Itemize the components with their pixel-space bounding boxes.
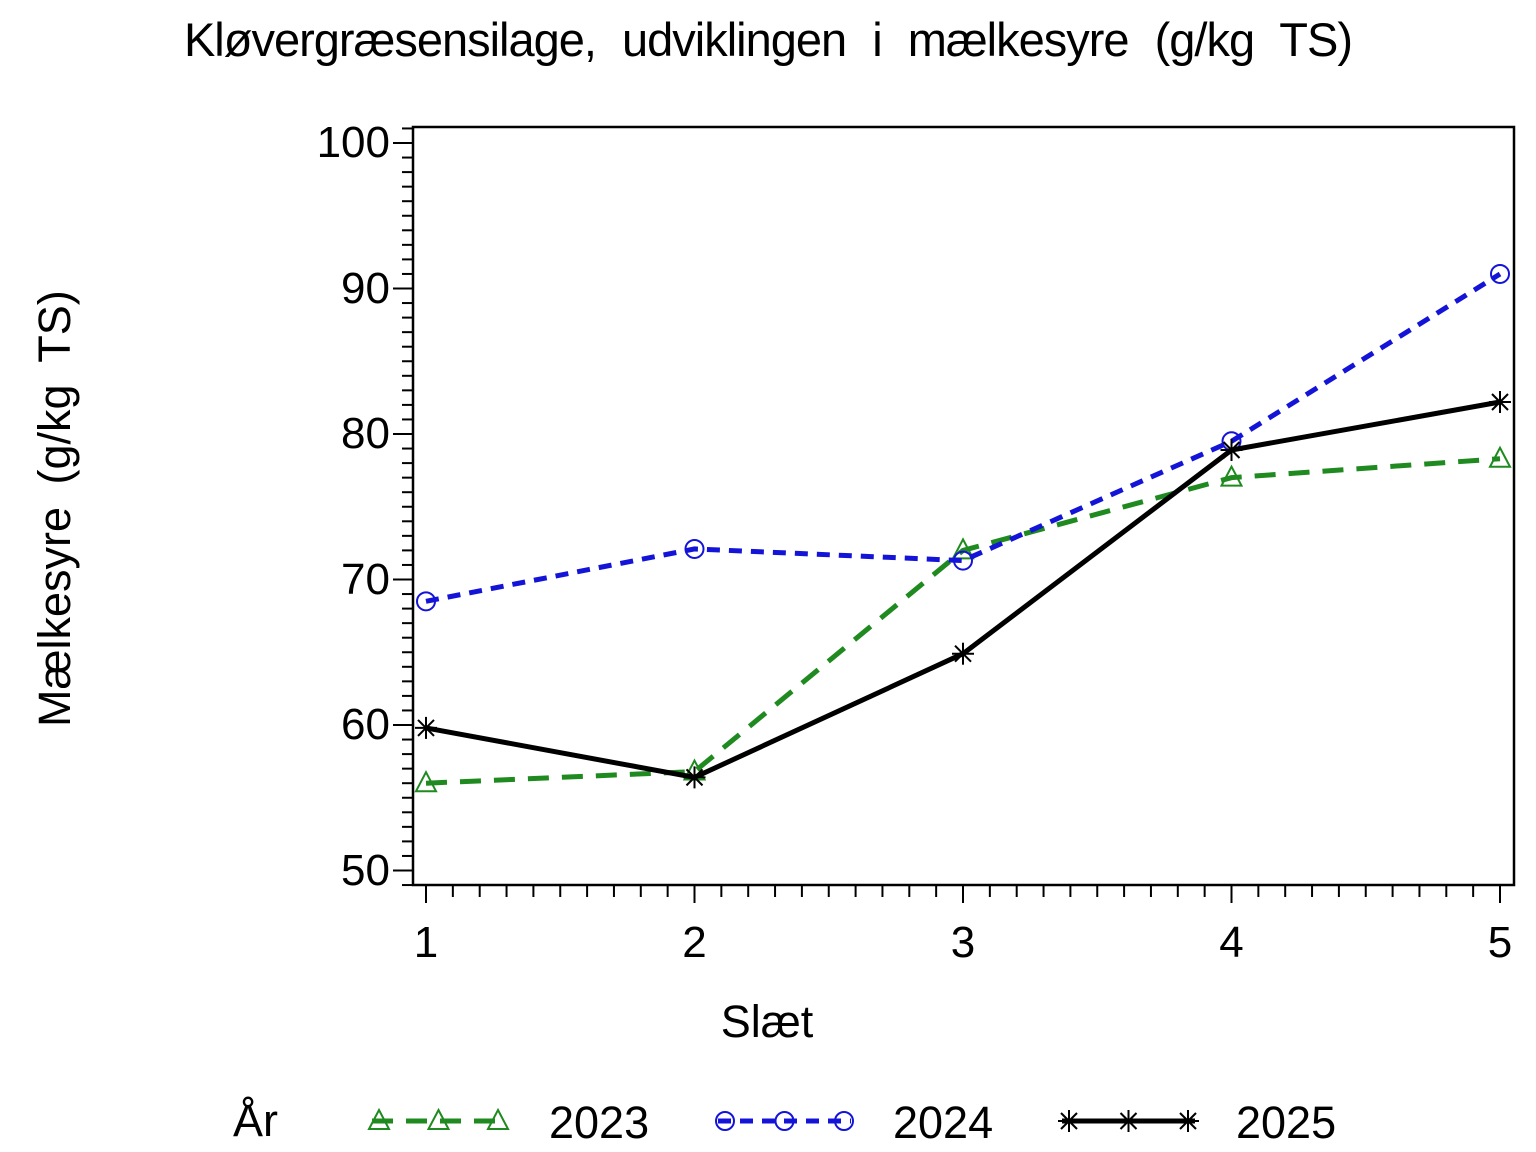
triangle-glyph [951,537,975,560]
star-glyph [1179,1112,1197,1130]
plot-frame [411,125,1516,887]
series-2023-point-3 [951,537,975,560]
triangle-glyph [414,770,438,793]
series-2025-point-3 [952,642,974,665]
star-glyph [1491,393,1509,411]
series-2023-point-1 [414,770,438,793]
circle-glyph [1490,263,1510,284]
circle-glyph [774,1111,795,1131]
x-tick-label: 2 [682,918,707,967]
y-tick-label: 100 [316,118,390,167]
circle-glyph [416,591,436,612]
star-glyph [1060,1112,1078,1130]
star-glyph [1119,1112,1138,1130]
series-2023-point-4 [1219,464,1244,487]
legend-sample-marker-2024-1 [774,1111,795,1131]
legend-sample-marker-2025-1 [1117,1110,1140,1132]
y-tick-label: 70 [341,554,390,604]
x-tick-label: 3 [950,918,976,967]
circle-glyph [715,1111,735,1131]
series-2025-point-5 [1489,390,1511,413]
legend-sample-marker-2024-0 [715,1111,735,1131]
legend-sample-marker-2023-2 [486,1107,510,1130]
star-glyph [685,768,704,787]
x-tick-label: 5 [1487,918,1513,967]
circle-glyph [953,550,973,571]
legend-sample-marker-2025-0 [1058,1110,1080,1132]
series-line-2024 [425,271,1502,604]
legend-sample-marker-2025-2 [1177,1110,1199,1132]
series-2023-point-5 [1488,445,1512,468]
legend-label-2024: 2024 [893,1097,994,1148]
triangle-glyph [1219,464,1244,487]
series-line-2025 [425,399,1501,780]
series-2024-point-2 [684,538,705,559]
legend-sample-marker-2023-1 [426,1107,451,1130]
x-tick-label: 4 [1219,918,1244,967]
y-tick-label: 80 [341,409,390,458]
series-2024-point-3 [953,550,973,571]
star-glyph [1222,441,1241,459]
y-tick-label: 90 [341,263,390,313]
triangle-glyph [426,1107,451,1130]
series-2025-point-1 [415,716,437,739]
star-glyph [954,644,972,663]
chart-title: Kløvergræsensilage, udviklingen i mælkes… [183,13,1353,66]
legend-label-2023: 2023 [549,1097,650,1148]
triangle-glyph [486,1107,510,1130]
series-2025-point-2 [683,766,706,789]
circle-glyph [834,1111,854,1131]
circle-glyph [684,538,705,559]
series-2024-point-5 [1490,263,1510,284]
legend-title: År [233,1095,278,1146]
triangle-glyph [367,1107,391,1130]
legend-sample-marker-2023-0 [367,1107,391,1130]
y-tick-label: 60 [341,700,390,749]
legend-sample-marker-2024-2 [834,1111,854,1131]
x-tick-label: 1 [413,918,439,967]
series-line-2023 [425,456,1501,786]
x-axis-title: Slæt [720,996,814,1047]
star-glyph [417,719,435,737]
legend-label-2025: 2025 [1236,1097,1337,1148]
y-tick-label: 50 [341,845,390,895]
triangle-glyph [1488,445,1512,468]
series-2025-point-4 [1220,439,1243,462]
series-2024-point-1 [416,591,436,612]
